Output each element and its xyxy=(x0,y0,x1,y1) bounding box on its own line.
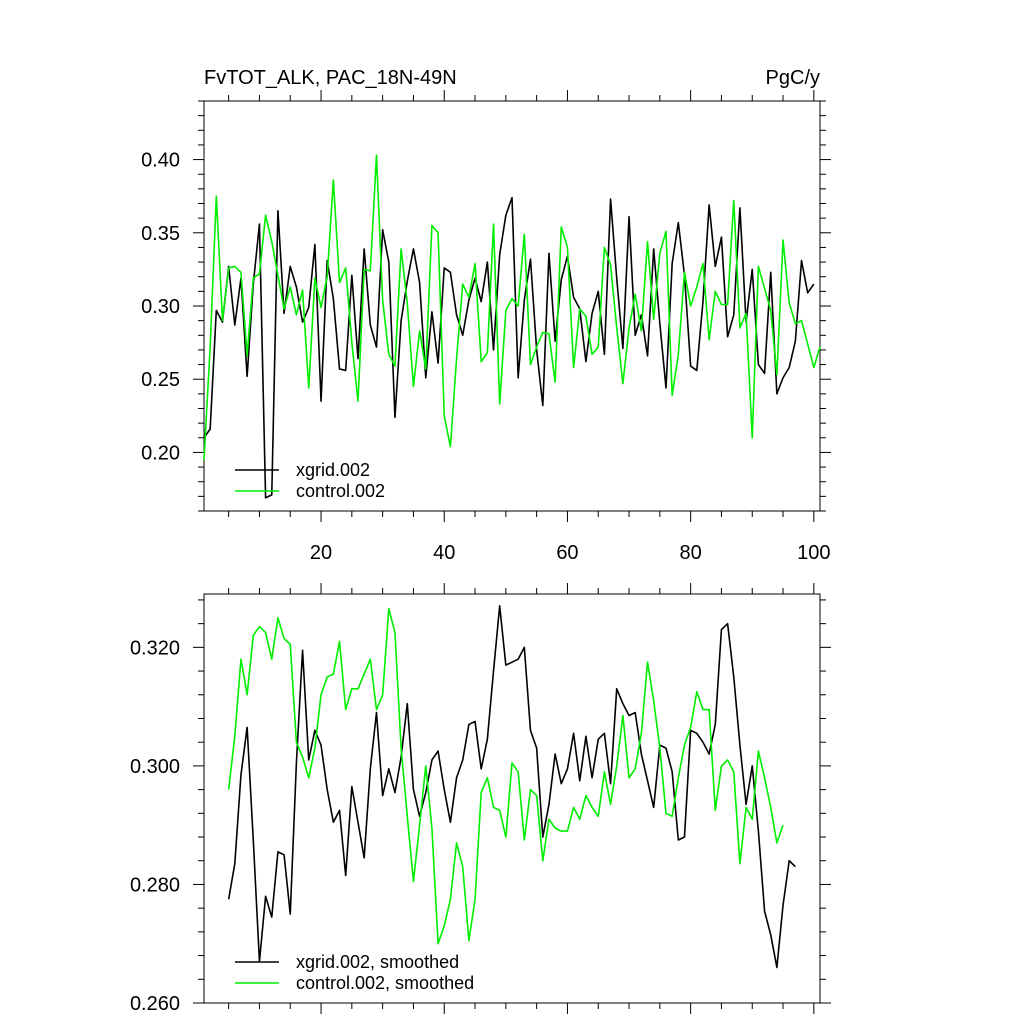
y-tick-label: 0.320 xyxy=(130,637,180,659)
series-line-xgrid-002 xyxy=(203,196,815,499)
series-line-xgrid-002-smoothed xyxy=(227,605,796,969)
y-tick-label: 0.260 xyxy=(130,993,180,1015)
plot-title: FvTOT_ALK, PAC_18N-49N xyxy=(204,67,457,89)
y-tick-label: 0.25 xyxy=(141,369,180,391)
legend-entry: control.002 xyxy=(296,481,385,501)
y-tick-label: 0.40 xyxy=(141,150,180,172)
tick-marks xyxy=(193,583,831,1014)
plot-frame xyxy=(203,100,821,512)
y-tick-label: 0.35 xyxy=(141,223,180,245)
legend-entry: xgrid.002 xyxy=(296,460,370,480)
y-tick-label: 0.20 xyxy=(141,442,180,464)
top-panel-raw: 0.20 0.25 0.30 0.35 0.40 20 40 60 80 100 xgrid.002… xyxy=(141,90,831,564)
y-tick-label: 0.300 xyxy=(130,756,180,778)
y-tick-label: 0.30 xyxy=(141,296,180,318)
plot-frame xyxy=(203,593,821,1004)
x-tick-label: 100 xyxy=(797,542,830,564)
bottom-panel-smoothed: 0.260 0.280 0.300 0.320 xgrid.002, smoothedc… xyxy=(130,583,831,1015)
series-line-control-002-smoothed xyxy=(227,608,784,945)
legend-entry: control.002, smoothed xyxy=(296,973,474,993)
y-tick-label: 0.280 xyxy=(130,874,180,896)
series-line-control-002 xyxy=(203,154,821,460)
x-tick-label: 20 xyxy=(310,542,332,564)
tick-marks xyxy=(193,90,831,522)
x-tick-label: 80 xyxy=(680,542,702,564)
x-tick-label: 40 xyxy=(433,542,455,564)
legend-entry: xgrid.002, smoothed xyxy=(296,952,459,972)
x-tick-label: 60 xyxy=(556,542,578,564)
plot-units: PgC/y xyxy=(766,67,820,89)
